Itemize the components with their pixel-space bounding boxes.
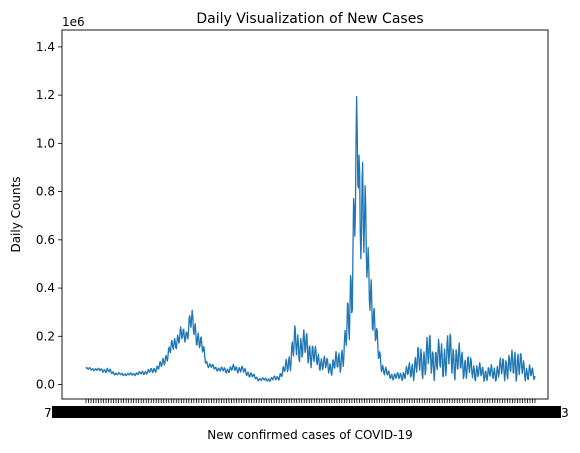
y-tick-label: 0.0 <box>36 378 55 392</box>
y-tick-label: 0.4 <box>36 281 55 295</box>
y-tick-label: 0.2 <box>36 329 55 343</box>
series-line <box>85 95 536 382</box>
y-axis-title: Daily Counts <box>9 176 23 252</box>
y-tick-label: 1.2 <box>36 88 55 102</box>
y-tick-label: 1.4 <box>36 40 55 54</box>
x-tick-labels-overlap <box>52 406 561 418</box>
x-tick-label-last: 3 <box>561 406 569 420</box>
y-tick-label: 0.8 <box>36 185 55 199</box>
y-multiplier-label: 1e6 <box>62 15 85 29</box>
y-tick-label: 1.0 <box>36 136 55 150</box>
x-tick-label-first: 7 <box>44 406 52 420</box>
y-axis-ticks: 0.0 0.2 0.4 0.6 0.8 1.0 1.2 1.4 <box>36 40 62 392</box>
y-tick-label: 0.6 <box>36 233 55 247</box>
plot-frame <box>61 29 549 400</box>
x-axis-title: New confirmed cases of COVID-19 <box>207 428 413 442</box>
chart-title: Daily Visualization of New Cases <box>196 11 423 27</box>
